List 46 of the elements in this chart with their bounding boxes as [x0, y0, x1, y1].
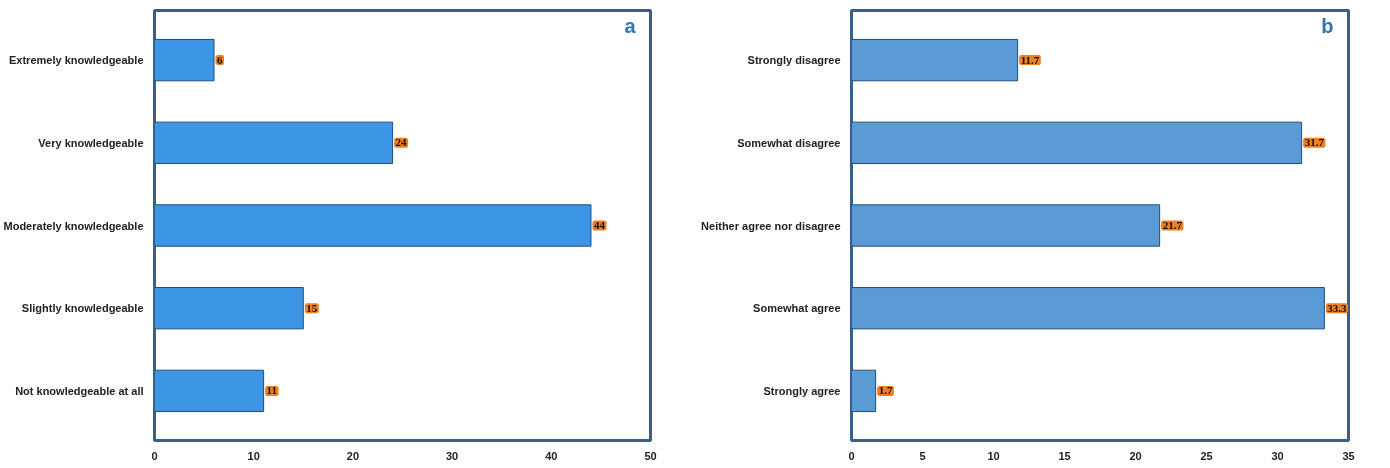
data-label: 24: [395, 136, 408, 149]
bar: [851, 204, 1161, 247]
bar: [154, 369, 265, 413]
data-label: 15: [306, 301, 318, 314]
x-tick-label: 40: [545, 449, 558, 462]
x-tick-label: 30: [1271, 449, 1284, 462]
x-tick-label: 30: [445, 449, 459, 462]
data-label: 31.7: [1304, 136, 1325, 149]
x-tick-label: 20: [1129, 449, 1142, 462]
x-tick-label: 10: [247, 449, 260, 462]
x-tick-label: 10: [987, 449, 1000, 462]
y-tick-label: Extremely knowledgeable: [9, 54, 144, 67]
bar: [154, 204, 592, 247]
data-label: 1.7: [878, 384, 893, 397]
data-label: 6: [217, 53, 224, 66]
annotation: a: [624, 14, 637, 37]
bar: [851, 369, 877, 413]
data-label: 33.3: [1327, 301, 1348, 314]
bar: [154, 287, 304, 330]
x-tick-label: 35: [1342, 449, 1355, 462]
y-tick-label: Not knowledgeable at all: [15, 384, 144, 397]
y-tick-label: Moderately knowledgeable: [3, 219, 144, 232]
annotation: b: [1321, 14, 1334, 37]
y-tick-label: Strongly disagree: [747, 54, 841, 67]
y-tick-label: Strongly agree: [763, 384, 841, 397]
x-tick-label: 15: [1058, 449, 1071, 462]
x-tick-label: 25: [1200, 449, 1213, 462]
bar: [154, 121, 394, 164]
y-tick-label: Somewhat agree: [753, 302, 841, 315]
data-label: 11.7: [1020, 53, 1040, 66]
data-label: 21.7: [1162, 219, 1183, 231]
x-tick-label: 50: [644, 449, 657, 462]
x-tick-label: 5: [919, 449, 926, 462]
bar: [154, 38, 215, 82]
y-tick-label: Slightly knowledgeable: [21, 302, 144, 315]
x-tick-label: 20: [346, 449, 360, 462]
y-tick-label: Neither agree nor disagree: [701, 219, 841, 232]
y-tick-label: Somewhat disagree: [737, 136, 841, 149]
bar: [851, 121, 1303, 164]
x-tick-label: 0: [848, 449, 855, 462]
data-label: 44: [593, 219, 606, 231]
bar: [851, 38, 1019, 82]
bar: [851, 287, 1325, 330]
x-tick-label: 0: [151, 449, 158, 462]
y-tick-label: Very knowledgeable: [38, 136, 144, 149]
data-label: 11: [266, 384, 278, 397]
